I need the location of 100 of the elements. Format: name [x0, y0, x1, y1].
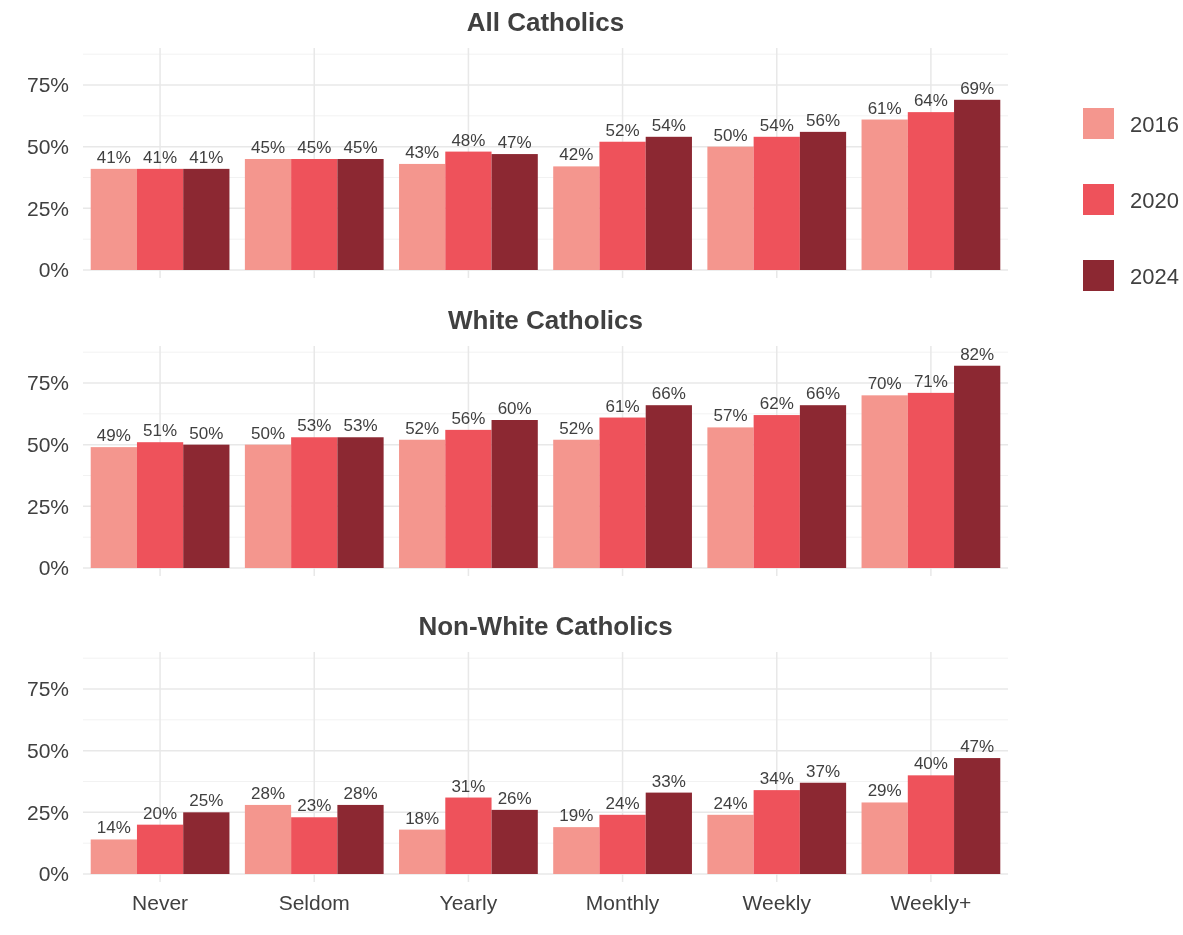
y-tick-label: 0% — [38, 258, 69, 282]
data-label: 54% — [759, 115, 794, 135]
data-label: 61% — [605, 396, 640, 416]
data-label: 53% — [297, 416, 332, 436]
y-tick-label: 25% — [26, 494, 69, 518]
bar — [645, 136, 692, 270]
bar — [399, 439, 446, 568]
data-label: 43% — [405, 142, 440, 162]
data-label: 53% — [343, 416, 378, 436]
bar — [291, 817, 338, 874]
x-tick-label: Monthly — [585, 891, 660, 914]
bar — [861, 802, 908, 874]
bar — [799, 405, 847, 568]
bar — [707, 427, 754, 568]
y-tick-label: 0% — [38, 556, 69, 580]
y-tick-label: 50% — [26, 739, 69, 763]
y-tick-label: 75% — [26, 371, 69, 395]
y-tick-label: 50% — [26, 135, 69, 159]
data-label: 23% — [297, 796, 332, 816]
data-label: 61% — [867, 98, 902, 118]
data-label: 41% — [143, 147, 178, 167]
bar — [399, 829, 446, 874]
bar — [907, 775, 955, 874]
data-label: 52% — [559, 418, 594, 438]
y-tick-label: 50% — [26, 433, 69, 457]
bar — [291, 159, 338, 270]
bar — [337, 804, 384, 874]
data-label: 82% — [960, 344, 995, 364]
bar — [907, 112, 955, 270]
data-label: 24% — [605, 793, 640, 813]
bar — [861, 395, 908, 568]
x-tick-label: Seldom — [278, 891, 350, 914]
bar — [907, 392, 955, 568]
bar — [553, 827, 600, 874]
bar — [753, 790, 800, 874]
bar — [799, 782, 847, 874]
bar — [707, 146, 754, 270]
data-label: 41% — [189, 147, 224, 167]
x-tick-label: Weekly — [742, 891, 812, 914]
data-label: 47% — [497, 133, 532, 153]
data-label: 18% — [405, 808, 440, 828]
bar — [707, 814, 754, 874]
y-tick-label: 25% — [26, 196, 69, 220]
bar — [954, 365, 1001, 568]
bar — [337, 159, 384, 270]
data-label: 50% — [189, 423, 224, 443]
data-label: 56% — [451, 408, 486, 428]
bar — [244, 804, 292, 874]
data-label: 26% — [497, 788, 532, 808]
x-tick-label: Weekly+ — [890, 891, 972, 914]
data-label: 54% — [651, 115, 686, 135]
bar — [799, 131, 847, 270]
data-label: 66% — [805, 384, 841, 404]
data-label: 45% — [343, 138, 378, 157]
bar — [599, 417, 646, 568]
data-label: 25% — [189, 791, 224, 811]
bar — [645, 792, 692, 874]
data-label: 47% — [960, 737, 995, 757]
data-label: 19% — [559, 806, 594, 826]
legend-label: 2020 — [1130, 187, 1179, 213]
data-label: 33% — [651, 771, 686, 791]
bar — [445, 151, 492, 270]
data-label: 24% — [713, 793, 748, 813]
data-label: 50% — [250, 423, 286, 443]
data-label: 41% — [96, 147, 131, 167]
bar — [244, 444, 292, 568]
data-label: 56% — [805, 110, 841, 130]
bar — [244, 159, 292, 270]
bar — [136, 168, 184, 270]
data-label: 45% — [250, 138, 286, 157]
x-tick-label: Yearly — [439, 891, 498, 914]
data-label: 50% — [713, 125, 748, 145]
y-tick-label: 75% — [26, 73, 69, 97]
bar — [954, 99, 1001, 270]
bar — [183, 812, 230, 874]
bar — [183, 444, 230, 568]
data-label: 66% — [651, 384, 686, 404]
data-label: 31% — [451, 776, 486, 796]
legend-label: 2016 — [1130, 111, 1179, 137]
data-label: 71% — [913, 371, 948, 391]
chart-title: Non-White Catholics — [418, 611, 673, 641]
data-label: 49% — [96, 426, 131, 446]
bar — [90, 447, 137, 568]
data-label: 28% — [343, 783, 378, 803]
data-label: 45% — [297, 138, 332, 157]
bar — [553, 439, 600, 568]
bar — [954, 758, 1001, 874]
data-label: 69% — [960, 78, 995, 98]
data-label: 14% — [96, 818, 131, 838]
data-label: 60% — [497, 399, 532, 418]
bar — [136, 824, 184, 874]
bar — [645, 405, 692, 568]
data-label: 64% — [913, 91, 948, 111]
bar — [599, 141, 646, 270]
x-tick-label: Never — [132, 891, 189, 914]
bar — [183, 168, 230, 270]
data-label: 28% — [250, 783, 286, 803]
bar — [753, 136, 800, 270]
data-label: 52% — [405, 418, 440, 438]
data-label: 29% — [867, 781, 902, 801]
